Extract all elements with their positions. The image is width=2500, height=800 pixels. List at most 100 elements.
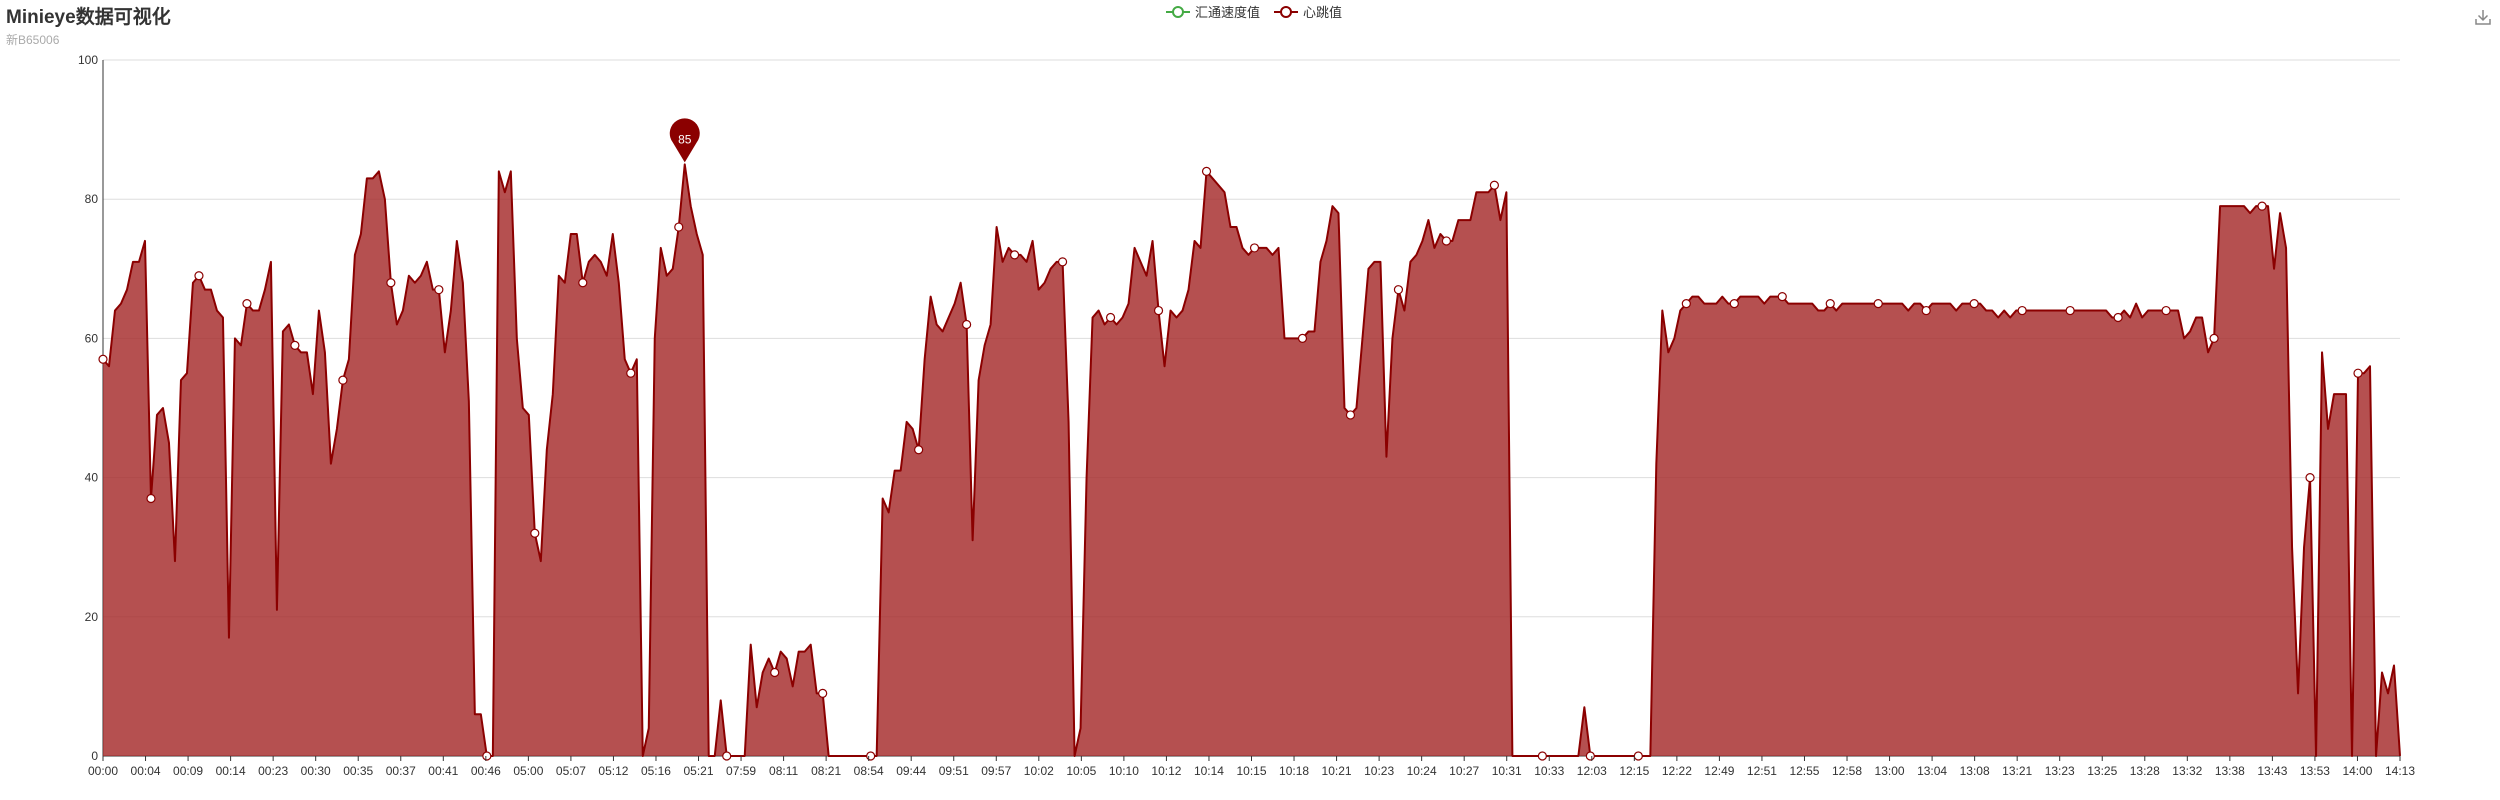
- data-point: [1442, 237, 1450, 245]
- data-point: [1922, 307, 1930, 315]
- data-point: [1730, 300, 1738, 308]
- x-tick-label: 05:12: [598, 764, 628, 778]
- x-tick-label: 12:15: [1619, 764, 1649, 778]
- x-tick-label: 00:30: [301, 764, 331, 778]
- x-tick-label: 08:54: [854, 764, 884, 778]
- x-tick-label: 05:21: [684, 764, 714, 778]
- x-tick-label: 13:04: [1917, 764, 1947, 778]
- y-tick-label: 0: [91, 749, 98, 763]
- data-point: [291, 341, 299, 349]
- data-point: [1250, 244, 1258, 252]
- heartbeat-area: [103, 164, 2400, 756]
- data-point: [1826, 300, 1834, 308]
- data-point: [243, 300, 251, 308]
- data-point: [1011, 251, 1019, 259]
- data-point: [147, 494, 155, 502]
- data-point: [483, 752, 491, 760]
- data-point: [1874, 300, 1882, 308]
- x-tick-label: 00:09: [173, 764, 203, 778]
- x-tick-label: 09:57: [981, 764, 1011, 778]
- data-point: [1538, 752, 1546, 760]
- x-tick-label: 13:43: [2257, 764, 2287, 778]
- x-tick-label: 13:23: [2045, 764, 2075, 778]
- x-tick-label: 00:46: [471, 764, 501, 778]
- x-tick-label: 10:15: [1236, 764, 1266, 778]
- y-tick-label: 80: [85, 192, 99, 206]
- data-point: [435, 286, 443, 294]
- x-tick-label: 10:18: [1279, 764, 1309, 778]
- data-point: [1682, 300, 1690, 308]
- x-tick-label: 09:51: [939, 764, 969, 778]
- data-point: [915, 446, 923, 454]
- data-point: [1059, 258, 1067, 266]
- data-point: [1155, 307, 1163, 315]
- x-tick-label: 13:32: [2172, 764, 2202, 778]
- data-point: [963, 320, 971, 328]
- data-point: [2354, 369, 2362, 377]
- data-point: [1778, 293, 1786, 301]
- x-tick-label: 08:21: [811, 764, 841, 778]
- data-point: [1394, 286, 1402, 294]
- x-tick-label: 13:08: [1960, 764, 1990, 778]
- x-tick-label: 13:00: [1875, 764, 1905, 778]
- data-point: [1490, 181, 1498, 189]
- data-point: [1107, 314, 1115, 322]
- x-tick-label: 07:59: [726, 764, 756, 778]
- x-tick-label: 12:22: [1662, 764, 1692, 778]
- data-point: [531, 529, 539, 537]
- data-point: [675, 223, 683, 231]
- x-tick-label: 00:00: [88, 764, 118, 778]
- x-tick-label: 14:13: [2385, 764, 2415, 778]
- x-tick-label: 12:58: [1832, 764, 1862, 778]
- x-tick-label: 05:00: [513, 764, 543, 778]
- data-point: [579, 279, 587, 287]
- x-tick-label: 13:53: [2300, 764, 2330, 778]
- data-point: [2114, 314, 2122, 322]
- x-tick-label: 00:35: [343, 764, 373, 778]
- x-tick-label: 10:33: [1534, 764, 1564, 778]
- x-tick-label: 00:37: [386, 764, 416, 778]
- data-point: [99, 355, 107, 363]
- data-point: [867, 752, 875, 760]
- x-tick-label: 05:07: [556, 764, 586, 778]
- x-tick-label: 13:21: [2002, 764, 2032, 778]
- data-point: [771, 668, 779, 676]
- x-tick-label: 00:04: [131, 764, 161, 778]
- y-tick-label: 40: [85, 471, 99, 485]
- data-point: [2210, 334, 2218, 342]
- y-tick-label: 20: [85, 610, 99, 624]
- x-tick-label: 10:14: [1194, 764, 1224, 778]
- y-tick-label: 60: [85, 331, 99, 345]
- x-tick-label: 12:03: [1577, 764, 1607, 778]
- x-tick-label: 08:11: [769, 764, 798, 778]
- data-point: [339, 376, 347, 384]
- x-tick-label: 00:41: [428, 764, 458, 778]
- data-point: [195, 272, 203, 280]
- x-tick-label: 05:16: [641, 764, 671, 778]
- data-point: [1970, 300, 1978, 308]
- data-point: [2306, 474, 2314, 482]
- x-tick-label: 10:23: [1364, 764, 1394, 778]
- x-tick-label: 00:23: [258, 764, 288, 778]
- data-point: [2018, 307, 2026, 315]
- x-tick-label: 13:38: [2215, 764, 2245, 778]
- x-tick-label: 10:24: [1407, 764, 1437, 778]
- data-point: [2162, 307, 2170, 315]
- x-tick-label: 10:05: [1066, 764, 1096, 778]
- data-point: [1586, 752, 1594, 760]
- data-point: [387, 279, 395, 287]
- x-tick-label: 12:55: [1789, 764, 1819, 778]
- x-tick-label: 10:10: [1109, 764, 1139, 778]
- x-tick-label: 13:25: [2087, 764, 2117, 778]
- x-tick-label: 10:02: [1024, 764, 1054, 778]
- x-tick-label: 12:51: [1747, 764, 1777, 778]
- data-point: [1203, 167, 1211, 175]
- data-point: [627, 369, 635, 377]
- x-tick-label: 10:27: [1449, 764, 1479, 778]
- x-tick-label: 09:44: [896, 764, 926, 778]
- x-tick-label: 13:28: [2130, 764, 2160, 778]
- data-point: [723, 752, 731, 760]
- x-tick-label: 12:49: [1704, 764, 1734, 778]
- data-point: [2066, 307, 2074, 315]
